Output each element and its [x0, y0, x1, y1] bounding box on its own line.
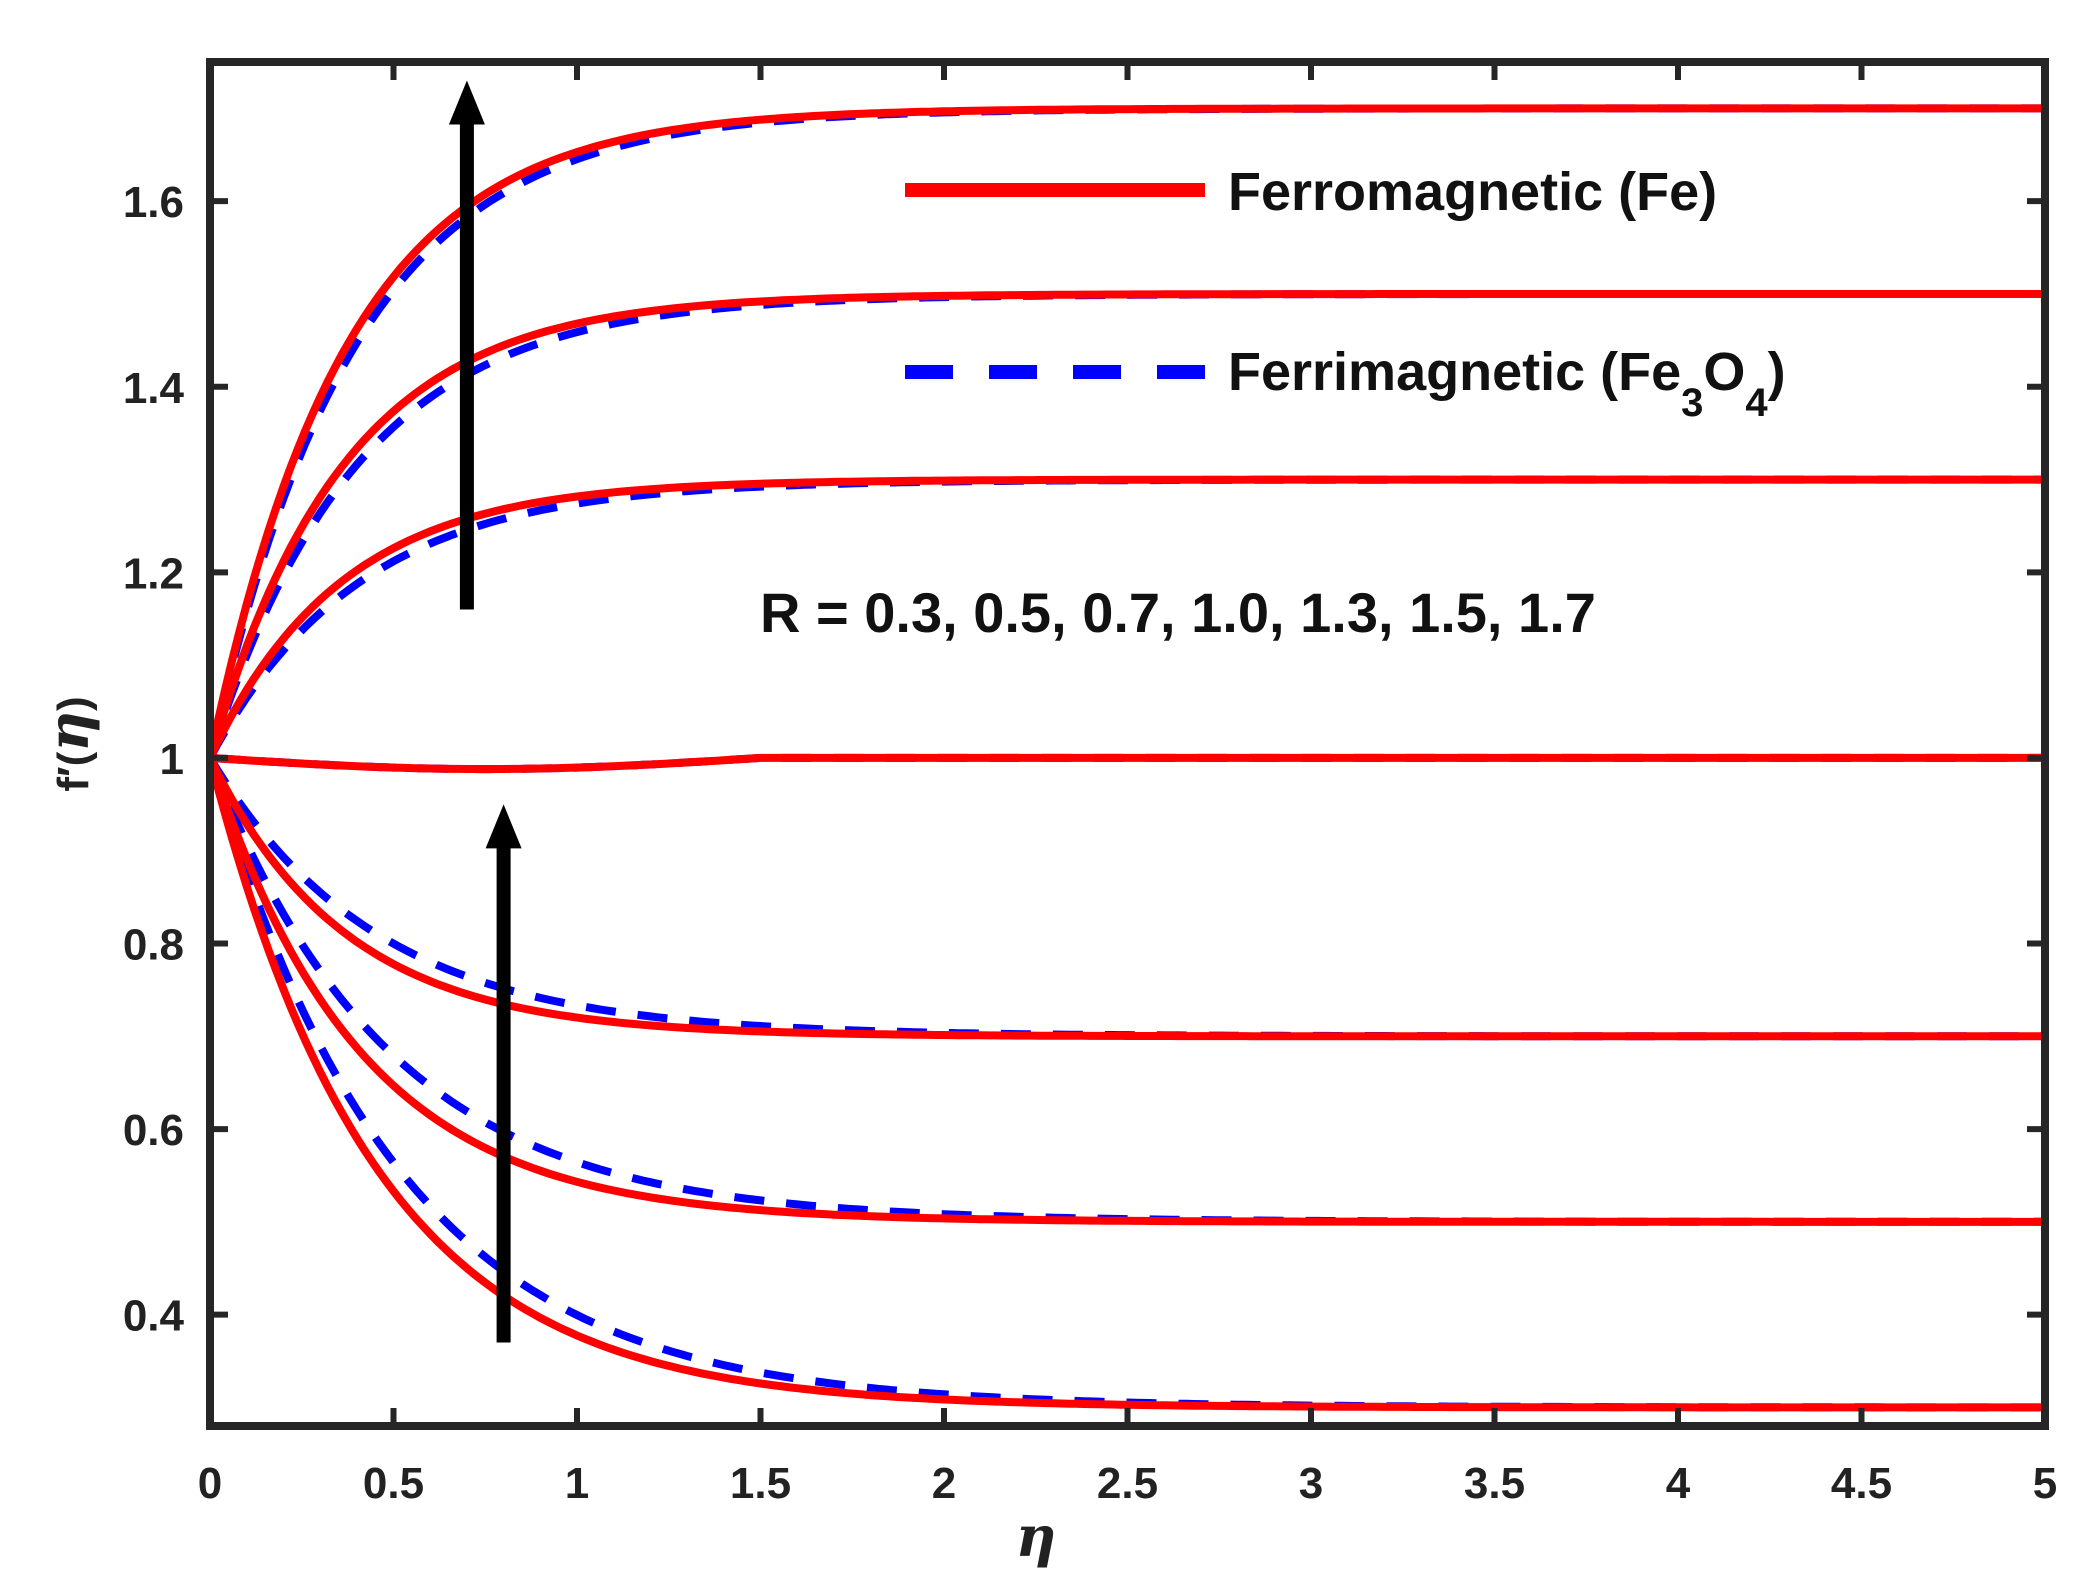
legend-label-ferrimagnetic-sub-4: 4 — [1745, 381, 1768, 425]
legend: Ferromagnetic (Fe) Ferrimagnetic (Fe3O4) — [905, 162, 1786, 425]
y-tick-label: 1.4 — [123, 364, 185, 413]
y-tick-label: 1.2 — [123, 549, 184, 598]
trend-arrow-head-1 — [448, 80, 485, 125]
y-tick-label: 0.4 — [123, 1292, 185, 1341]
x-tick-labels: 0 0.5 1 1.5 2 2.5 3 3.5 4 4.5 5 — [198, 1459, 2057, 1508]
annotation-r-values: R = 0.3, 0.5, 0.7, 1.0, 1.3, 1.5, 1.7 — [760, 581, 1596, 644]
fe-curve-r-0-5 — [210, 756, 2045, 1226]
x-tick-label: 0 — [198, 1459, 222, 1508]
x-tick-label: 3.5 — [1464, 1459, 1525, 1508]
x-tick-label: 0.5 — [363, 1459, 424, 1508]
arrow-layer — [448, 80, 522, 1343]
series-layer — [210, 104, 2045, 1412]
x-tick-label: 5 — [2033, 1459, 2057, 1508]
legend-label-ferrimagnetic-part-3: ) — [1768, 342, 1786, 402]
y-tick-label: 0.8 — [123, 920, 184, 969]
fe-curve-r-0-7 — [210, 756, 2045, 1041]
y-tick-label: 0.6 — [123, 1106, 184, 1155]
fe-curve-r-1-7 — [210, 104, 2045, 759]
y-axis-title-suffix: ) — [49, 696, 98, 711]
y-tick-labels: 0.4 0.6 0.8 1 1.2 1.4 1.6 — [123, 178, 185, 1340]
legend-label-ferrimagnetic: Ferrimagnetic (Fe3O4) — [1228, 342, 1786, 425]
fe-curve-r-0-3 — [210, 756, 2045, 1412]
trend-arrow-head-2 — [485, 804, 522, 849]
x-tick-label: 1.5 — [730, 1459, 791, 1508]
legend-label-ferrimagnetic-part-2: O — [1703, 342, 1745, 402]
legend-label-ferromagnetic: Ferromagnetic (Fe) — [1228, 162, 1717, 222]
y-tick-label: 1 — [160, 735, 184, 784]
fe-curve-r-1 — [210, 753, 2045, 774]
x-tick-label: 2 — [932, 1459, 956, 1508]
x-tick-label: 1 — [565, 1459, 589, 1508]
x-tick-label: 3 — [1299, 1459, 1323, 1508]
x-axis-title: η — [1016, 1504, 1057, 1570]
fe-curve-r-1-5 — [210, 290, 2045, 760]
plot-frame — [206, 58, 2049, 1430]
y-axis-title-variable: η — [36, 711, 102, 752]
x-tick-label: 4.5 — [1831, 1459, 1892, 1508]
legend-label-ferrimagnetic-part-1: Ferrimagnetic (Fe — [1228, 342, 1681, 402]
x-tick-label: 4 — [1666, 1459, 1691, 1508]
y-tick-label: 1.6 — [123, 178, 184, 227]
x-tick-label: 2.5 — [1097, 1459, 1158, 1508]
legend-label-ferrimagnetic-sub-3: 3 — [1681, 381, 1703, 425]
y-axis-title: f′(η) — [36, 696, 102, 791]
fe-curve-r-1-3 — [210, 475, 2045, 760]
y-axis-title-prefix: f′( — [49, 751, 98, 791]
